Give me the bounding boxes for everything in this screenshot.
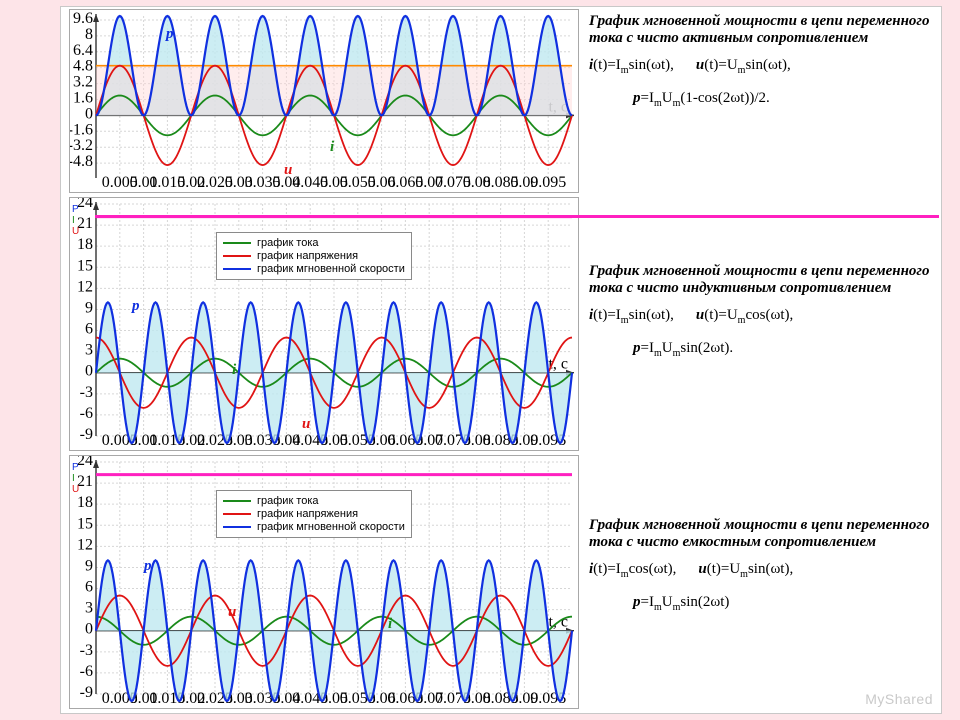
magenta-divider [95,215,939,218]
formula: u(t)=Umcos(ωt), [696,307,793,326]
formula: p=ImUmsin(2ωt). [633,340,931,359]
svg-text:18: 18 [77,494,93,511]
svg-text:8: 8 [85,26,93,43]
chart-capacitive: -9-6-3036912151821240.0050.010.0150.020.… [69,455,579,709]
chart-inductive: -9-6-3036912151821240.0050.010.0150.020.… [69,197,579,451]
legend-label: график тока [257,237,319,249]
svg-text:24: 24 [77,198,93,211]
svg-text:-3.2: -3.2 [70,137,93,154]
page: -4.8-3.2-1.601.63.24.86.489.60.0050.010.… [60,6,942,714]
svg-text:21: 21 [77,473,93,490]
formula: p=ImUmsin(2ωt) [633,594,931,613]
legend-label: график напряжения [257,508,358,520]
svg-text:0: 0 [85,105,93,122]
legend-label: график напряжения [257,250,358,262]
svg-text:21: 21 [77,215,93,232]
svg-text:-6: -6 [80,405,93,422]
svg-text:u: u [228,604,236,620]
y-axis-var-label: U [72,484,79,495]
svg-text:1.6: 1.6 [73,89,93,106]
svg-text:-4.8: -4.8 [70,153,93,170]
svg-text:-3: -3 [80,642,93,659]
svg-text:3.2: 3.2 [73,74,93,91]
formula: p=ImUm(1-cos(2ωt))/2. [633,90,931,109]
formula: u(t)=Umsin(ωt), [698,561,793,580]
y-axis-var-label: I [72,473,75,484]
y-axis-var-label: P [72,204,79,215]
formula: u(t)=Umsin(ωt), [696,57,791,76]
panel-text-inductive: График мгновенной мощности в цепи переме… [589,263,931,359]
svg-text:9: 9 [85,557,93,574]
svg-text:3: 3 [85,600,93,617]
svg-text:-3: -3 [80,384,93,401]
svg-text:3: 3 [85,342,93,359]
svg-text:-9: -9 [80,426,93,443]
svg-text:0: 0 [85,363,93,380]
legend: график токаграфик напряженияграфик мгнов… [216,232,412,280]
svg-text:u: u [284,162,292,178]
formula: i(t)=Imcos(ωt), [589,561,676,580]
svg-text:12: 12 [77,536,93,553]
panel-text-active: График мгновенной мощности в цепи переме… [589,13,931,109]
svg-text:-6: -6 [80,663,93,680]
svg-text:0.095: 0.095 [530,174,566,191]
y-axis-var-label: P [72,462,79,473]
panel-text-capacitive: График мгновенной мощности в цепи переме… [589,517,931,613]
svg-text:-9: -9 [80,684,93,701]
watermark: MyShared [865,691,933,707]
svg-text:24: 24 [77,456,93,469]
y-axis-var-label: I [72,215,75,226]
svg-text:-1.6: -1.6 [70,121,93,138]
legend-label: график мгновенной скорости [257,521,405,533]
legend-label: график тока [257,495,319,507]
svg-text:6.4: 6.4 [73,42,93,59]
legend-label: график мгновенной скорости [257,263,405,275]
svg-text:9: 9 [85,299,93,316]
svg-text:9.6: 9.6 [73,10,93,27]
svg-text:u: u [302,416,310,432]
y-axis-var-label: U [72,226,79,237]
svg-text:6: 6 [85,579,93,596]
panel-title: График мгновенной мощности в цепи переме… [589,263,931,297]
formula: i(t)=Imsin(ωt), [589,57,674,76]
svg-text:15: 15 [77,515,93,532]
panel-title: График мгновенной мощности в цепи переме… [589,13,931,47]
svg-text:p: p [164,26,174,42]
chart-active: -4.8-3.2-1.601.63.24.86.489.60.0050.010.… [69,9,579,193]
formula: i(t)=Imsin(ωt), [589,307,674,326]
svg-text:18: 18 [77,236,93,253]
legend: график токаграфик напряженияграфик мгнов… [216,490,412,538]
svg-text:12: 12 [77,278,93,295]
svg-text:15: 15 [77,257,93,274]
panel-title: График мгновенной мощности в цепи переме… [589,517,931,551]
svg-text:0: 0 [85,621,93,638]
svg-text:p: p [130,298,140,314]
svg-text:4.8: 4.8 [73,58,93,75]
svg-text:p: p [142,558,152,574]
svg-text:6: 6 [85,321,93,338]
